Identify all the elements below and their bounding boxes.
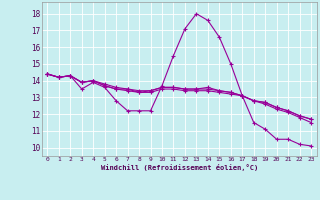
X-axis label: Windchill (Refroidissement éolien,°C): Windchill (Refroidissement éolien,°C) [100, 164, 258, 171]
